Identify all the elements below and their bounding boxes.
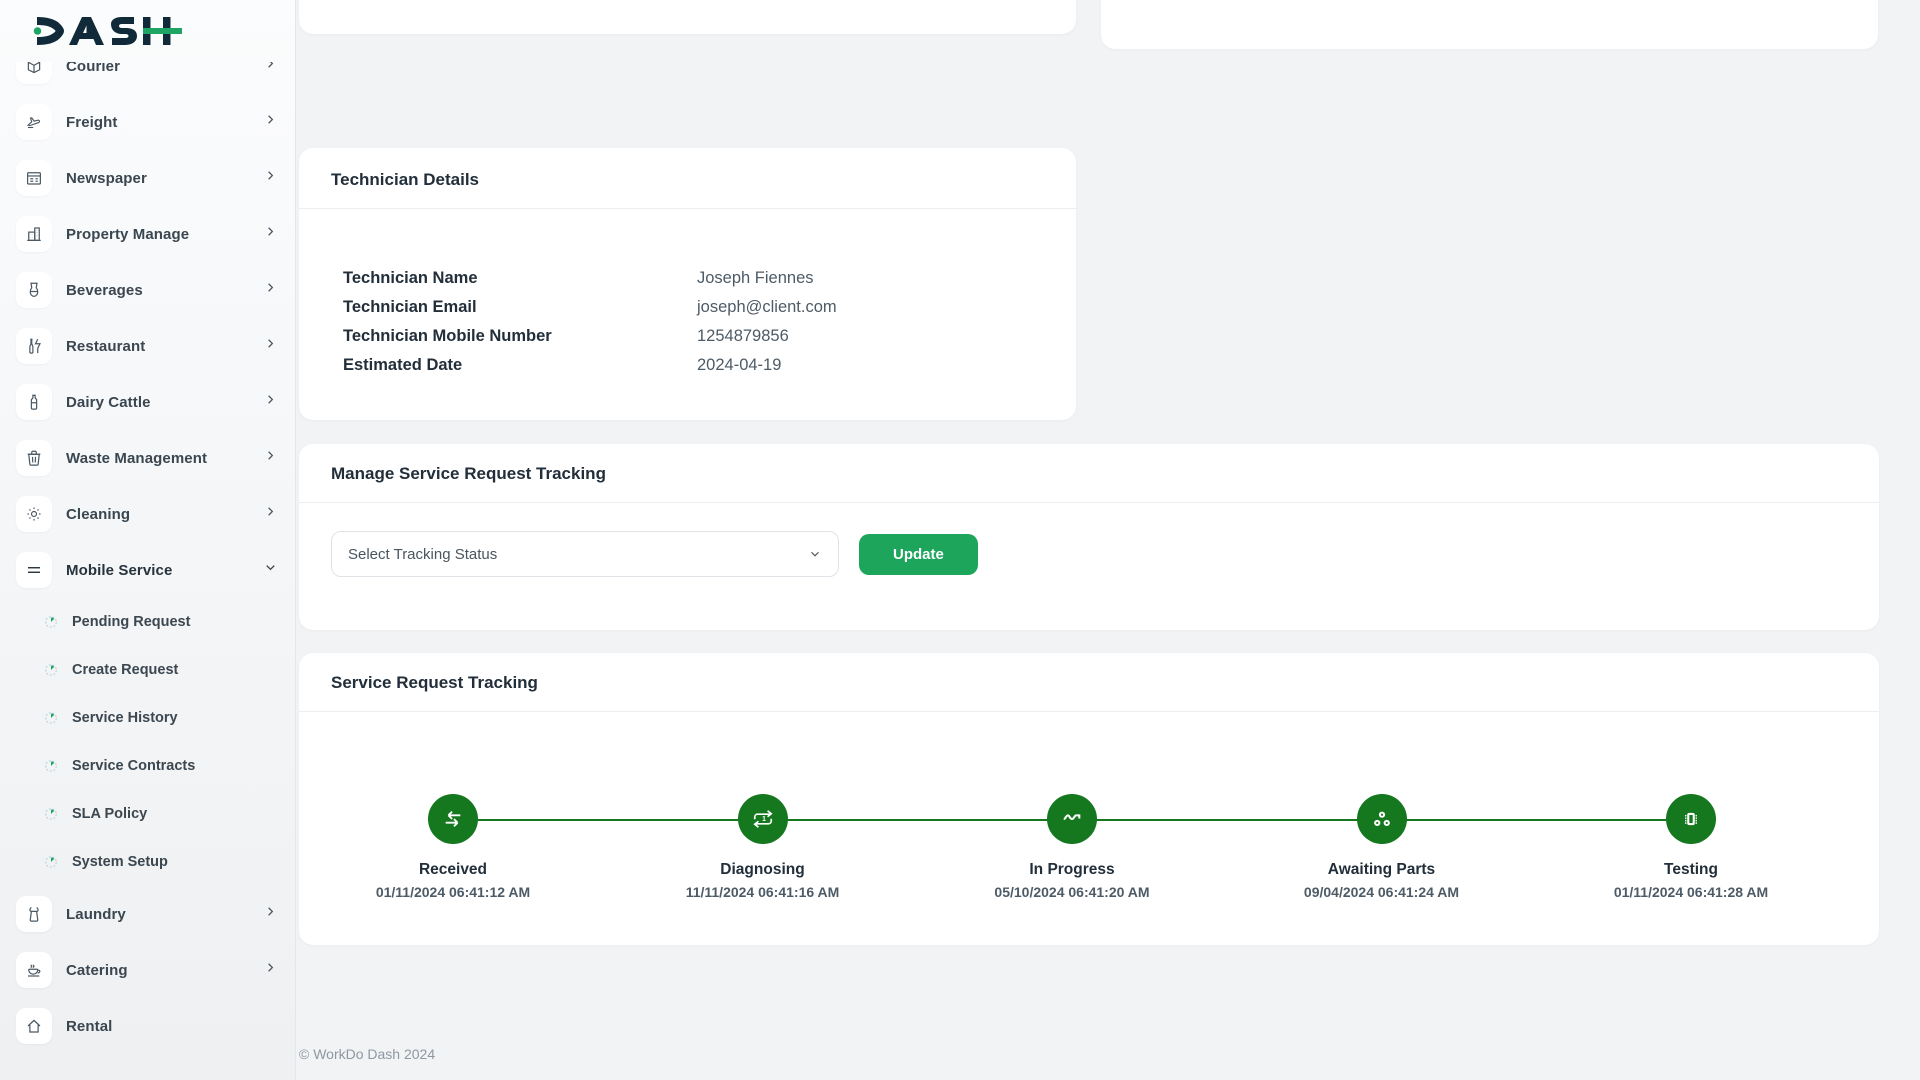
svg-text:1: 1 — [762, 816, 766, 823]
